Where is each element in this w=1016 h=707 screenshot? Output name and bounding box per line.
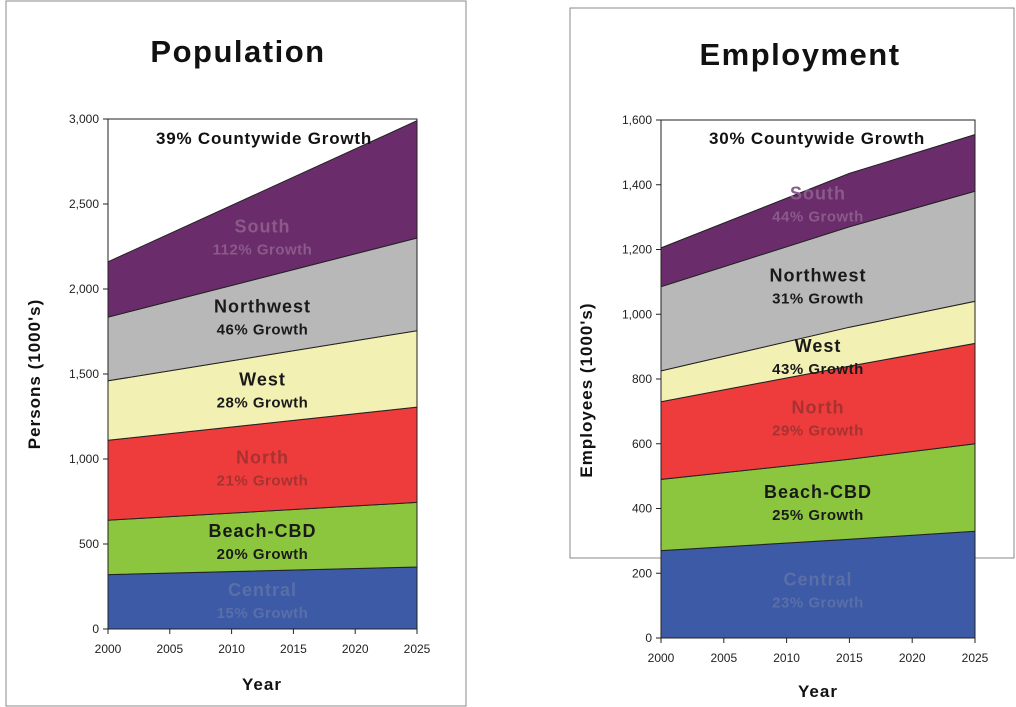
band-labels: Central 23% Growth Beach-CBD 25% Growth Nort… <box>764 183 872 612</box>
employment-chart-panel: Employment Employees (1000's) Year Centr… <box>569 7 1015 701</box>
band-label-beach-cbd: Beach-CBD <box>764 482 872 502</box>
x-axis-ticks: 2000 2005 2010 2015 2020 2025 <box>95 629 431 656</box>
y-tick-label: 1,600 <box>622 113 652 127</box>
x-axis-ticks: 2000 2005 2010 2015 2020 2025 <box>648 638 989 665</box>
band-labels: Central 15% Growth Beach-CBD 20% Growth Nort… <box>208 216 316 622</box>
y-tick-label: 1,500 <box>69 367 99 381</box>
x-tick-label: 2015 <box>836 651 863 665</box>
band-label-northwest: Northwest <box>769 266 866 286</box>
x-tick-label: 2005 <box>710 651 737 665</box>
y-tick-label: 0 <box>645 631 652 645</box>
y-tick-label: 800 <box>632 372 652 386</box>
x-tick-label: 2020 <box>342 642 369 656</box>
band-growth-label-beach-cbd: 20% Growth <box>217 546 309 563</box>
band-growth-label-west: 28% Growth <box>217 395 309 412</box>
band-growth-label-south: 44% Growth <box>772 208 864 225</box>
band-growth-label-central: 23% Growth <box>772 595 864 612</box>
x-tick-label: 2005 <box>156 642 183 656</box>
x-tick-label: 2000 <box>95 642 122 656</box>
x-axis-title: Year <box>242 675 282 694</box>
y-tick-label: 200 <box>632 566 652 580</box>
y-tick-label: 1,400 <box>622 178 652 192</box>
x-tick-label: 2025 <box>962 651 989 665</box>
band-growth-label-central: 15% Growth <box>217 605 309 622</box>
population-chart-panel: Population Persons (1000's) Year Central… <box>5 0 467 707</box>
panel-border <box>5 0 467 707</box>
countywide-growth-annotation: 39% Countywide Growth <box>156 129 372 148</box>
y-tick-label: 500 <box>79 537 99 551</box>
band-growth-label-west: 43% Growth <box>772 361 864 378</box>
band-growth-label-north: 21% Growth <box>217 473 309 490</box>
band-label-northwest: Northwest <box>214 297 311 317</box>
x-tick-label: 2025 <box>404 642 431 656</box>
chart-title: Population <box>150 34 325 69</box>
y-axis-title: Employees (1000's) <box>577 302 596 477</box>
y-tick-label: 400 <box>632 502 652 516</box>
area-bands <box>660 133 976 639</box>
y-tick-label: 2,500 <box>69 197 99 211</box>
band-label-south: South <box>790 183 846 203</box>
band-label-north: North <box>236 448 289 468</box>
x-tick-label: 2010 <box>773 651 800 665</box>
x-tick-label: 2000 <box>648 651 675 665</box>
band-label-central: Central <box>228 580 297 600</box>
y-tick-label: 2,000 <box>69 282 99 296</box>
y-axis-ticks: 0 200 400 600 800 1,000 1,200 1,400 1,600 <box>622 113 661 645</box>
y-tick-label: 1,000 <box>622 307 652 321</box>
band-label-south: South <box>235 216 291 236</box>
band-growth-label-south: 112% Growth <box>213 241 313 258</box>
band-label-west: West <box>239 370 286 390</box>
y-tick-label: 3,000 <box>69 112 99 126</box>
band-label-north: North <box>792 397 845 417</box>
band-label-beach-cbd: Beach-CBD <box>208 521 316 541</box>
band-label-central: Central <box>783 570 852 590</box>
y-tick-label: 1,200 <box>622 243 652 257</box>
band-growth-label-beach-cbd: 25% Growth <box>772 507 864 524</box>
band-label-west: West <box>795 336 842 356</box>
x-axis-title: Year <box>798 682 838 701</box>
y-axis-ticks: 0 500 1,000 1,500 2,000 2,500 3,000 <box>69 112 108 636</box>
countywide-growth-annotation: 30% Countywide Growth <box>709 129 925 148</box>
band-growth-label-north: 29% Growth <box>772 422 864 439</box>
y-axis-title: Persons (1000's) <box>25 299 44 449</box>
band-growth-label-northwest: 46% Growth <box>217 322 309 339</box>
chart-title: Employment <box>699 37 900 72</box>
y-tick-label: 1,000 <box>69 452 99 466</box>
x-tick-label: 2020 <box>899 651 926 665</box>
area-bands <box>107 119 418 630</box>
x-tick-label: 2015 <box>280 642 307 656</box>
y-tick-label: 600 <box>632 437 652 451</box>
x-tick-label: 2010 <box>218 642 245 656</box>
y-tick-label: 0 <box>92 622 99 636</box>
band-growth-label-northwest: 31% Growth <box>772 291 864 308</box>
